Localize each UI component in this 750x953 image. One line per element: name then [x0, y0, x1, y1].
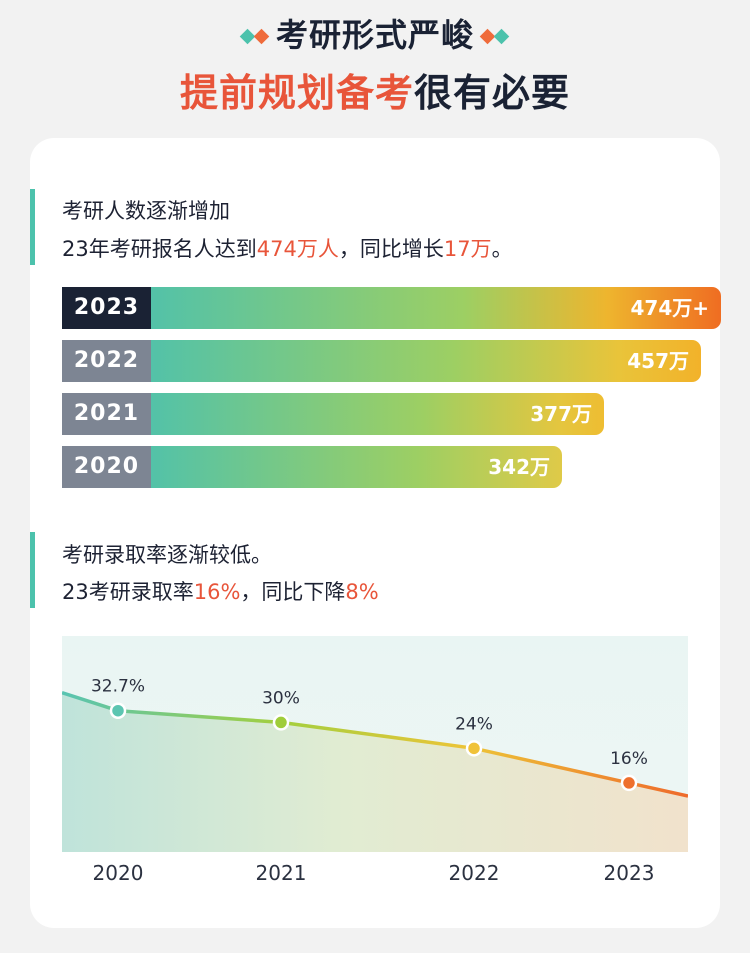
section1-text-prefix: 23年考研报名人达到: [62, 237, 257, 261]
data-label-2023: 16%: [610, 749, 648, 769]
headline-2: 提前规划备考很有必要: [0, 62, 750, 117]
bar-fill: [151, 446, 562, 488]
bar-value-label: 474万+: [630, 296, 709, 320]
area-fill: [62, 692, 688, 852]
bar-year-label: 2023: [62, 287, 151, 329]
section2-text-mid: ，同比下降: [240, 580, 346, 604]
bar-year-label: 2021: [62, 393, 151, 435]
section1-accent-bar: [30, 189, 35, 265]
page-header: 考研形式严峻 提前规划备考很有必要: [0, 0, 750, 130]
x-tick-label: 2023: [604, 861, 655, 885]
bar-year-label: 2022: [62, 340, 151, 382]
section2-text-prefix: 23考研录取率: [62, 580, 194, 604]
section2-highlight-drop: 8%: [345, 580, 379, 604]
bar-value-label: 377万: [530, 402, 592, 426]
section2-highlight-rate: 16%: [193, 580, 241, 604]
section1-subtitle: 23年考研报名人达到474万人，同比增长17万。: [62, 234, 513, 264]
bar-fill: [151, 340, 701, 382]
x-tick-label: 2021: [256, 861, 307, 885]
section1-text-mid: ，同比增长: [338, 237, 444, 261]
section1-highlight-growth: 17万: [443, 237, 492, 261]
bar-fill: [151, 393, 604, 435]
data-label-2022: 24%: [455, 714, 493, 734]
bar-value-label: 342万: [488, 455, 550, 479]
section1-text-suffix: 。: [491, 237, 513, 261]
admission-rate-area-chart: 32.7% 2020 30% 2021 24% 2022 16% 2023: [62, 636, 688, 885]
diamond-ornament-right-icon: [479, 27, 510, 47]
section2-title: 考研录取率逐渐较低。: [62, 543, 272, 567]
series-line: [62, 691, 688, 798]
bar-year-label: 2020: [62, 446, 151, 488]
section1-highlight-total: 474万人: [256, 237, 339, 261]
data-point-2021: [272, 714, 290, 731]
data-point-2020: [109, 702, 127, 719]
headline-2-highlight: 提前规划备考: [179, 71, 414, 115]
headline-2-rest: 很有必要: [414, 71, 571, 115]
diamond-ornament-left-icon: [239, 27, 270, 47]
x-tick-label: 2022: [449, 861, 500, 885]
section1-title: 考研人数逐渐增加: [62, 199, 230, 223]
data-point-2023: [620, 774, 638, 792]
x-tick-label: 2020: [93, 861, 144, 885]
headline-1-text: 考研形式严峻: [275, 16, 474, 54]
section2-accent-bar: [30, 532, 35, 608]
data-point-2022: [465, 740, 483, 757]
data-label-2021: 30%: [262, 688, 300, 708]
bar-value-label: 457万: [627, 349, 689, 373]
headline-1: 考研形式严峻: [0, 10, 750, 56]
data-label-2020: 32.7%: [91, 677, 145, 697]
section2-subtitle: 23考研录取率16%，同比下降8%: [62, 577, 379, 607]
bar-fill: [151, 287, 721, 329]
